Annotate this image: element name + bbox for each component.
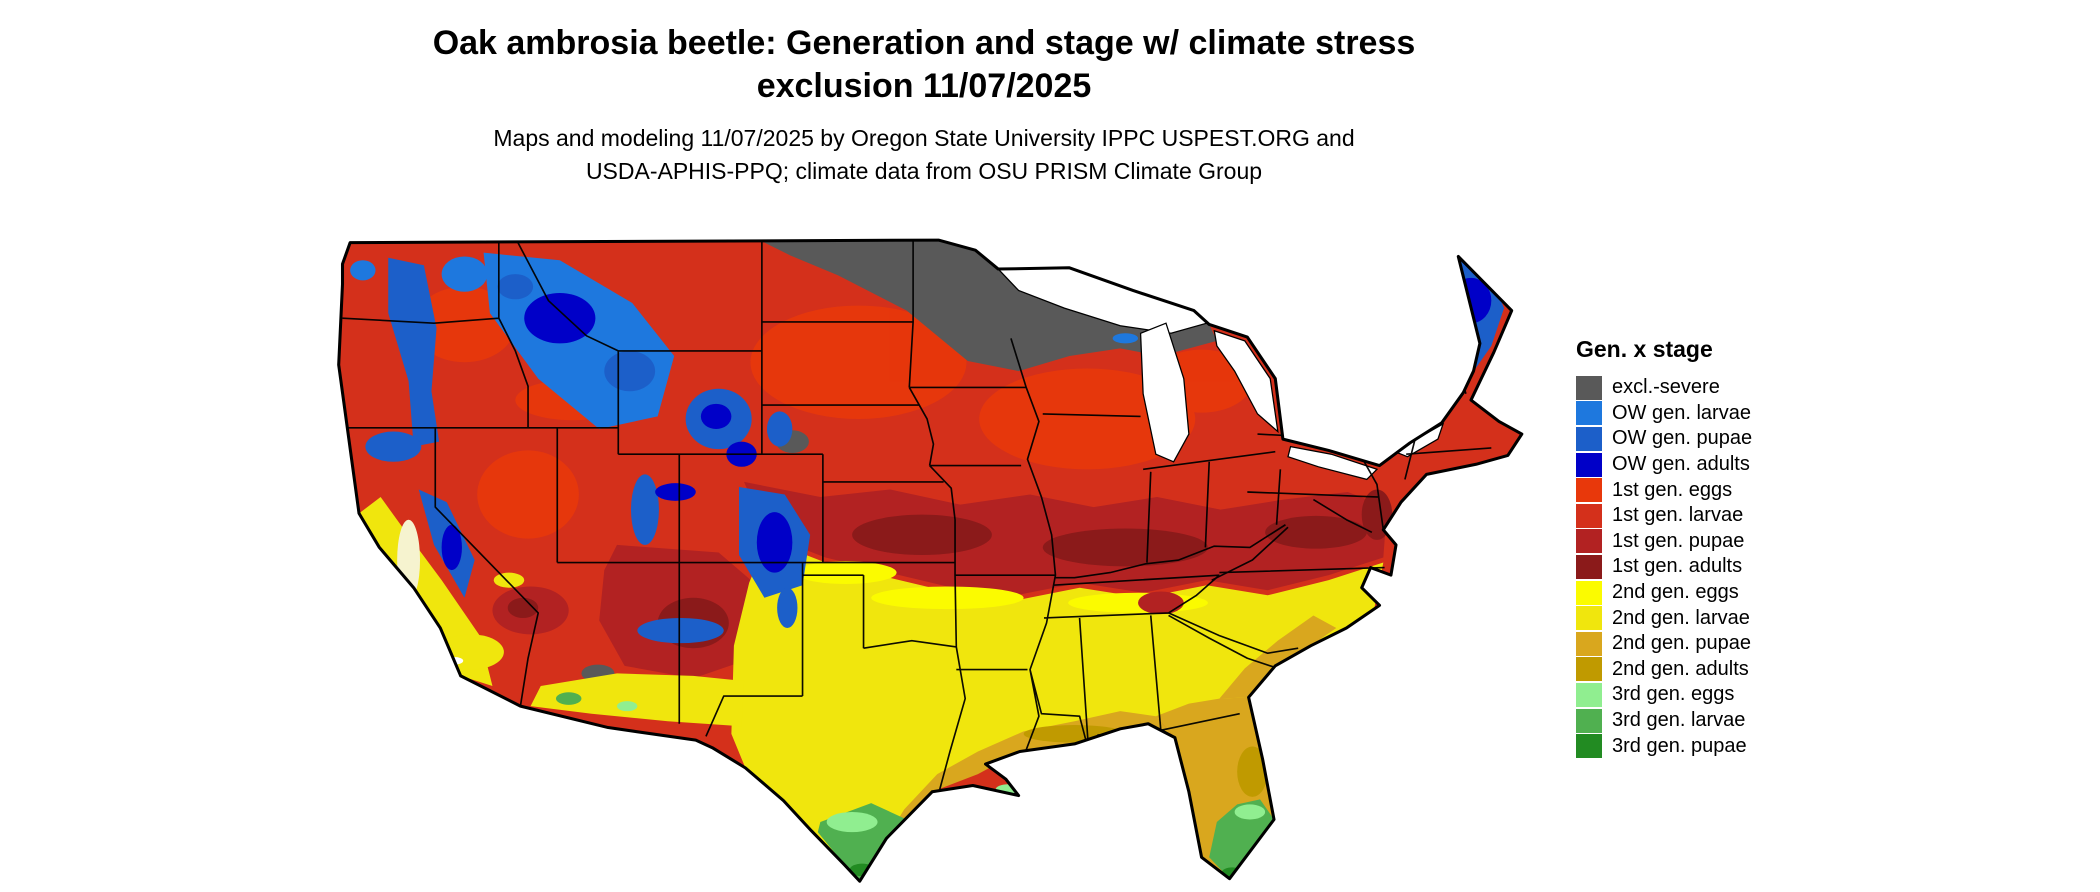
legend-swatch xyxy=(1576,734,1602,759)
legend-swatch xyxy=(1576,580,1602,605)
legend-items: excl.-severe OW gen. larvae OW gen. pupa… xyxy=(1576,375,1836,759)
map-fill-layers xyxy=(338,240,1522,882)
legend-item: 2nd gen. larvae xyxy=(1576,605,1836,631)
legend-swatch xyxy=(1576,426,1602,451)
region-3rd-gen xyxy=(556,692,1275,882)
legend-label: 2nd gen. pupae xyxy=(1612,632,1752,655)
legend-swatch xyxy=(1576,375,1602,400)
legend-label: 2nd gen. larvae xyxy=(1612,606,1750,629)
legend-swatch xyxy=(1576,478,1602,503)
legend-item: 3rd gen. pupae xyxy=(1576,733,1836,759)
legend-label: 2nd gen. adults xyxy=(1612,657,1749,680)
legend-swatch xyxy=(1576,682,1602,707)
legend-label: 3rd gen. eggs xyxy=(1612,683,1735,706)
legend-item: 2nd gen. eggs xyxy=(1576,580,1836,606)
state-borders xyxy=(342,240,1492,790)
legend-swatch xyxy=(1576,708,1602,733)
legend-item: excl.-severe xyxy=(1576,375,1836,401)
legend-swatch xyxy=(1576,631,1602,656)
legend-item: 3rd gen. eggs xyxy=(1576,682,1836,708)
subtitle-line1: Maps and modeling 11/07/2025 by Oregon S… xyxy=(493,125,1355,151)
legend-item: 1st gen. adults xyxy=(1576,554,1836,580)
lake-huron xyxy=(1213,329,1279,434)
legend-item: OW gen. adults xyxy=(1576,452,1836,478)
legend-label: 1st gen. larvae xyxy=(1612,504,1744,527)
legend-item: 3rd gen. larvae xyxy=(1576,708,1836,734)
legend-title: Gen. x stage xyxy=(1576,336,1713,362)
great-lakes xyxy=(996,267,1445,481)
legend-label: 1st gen. eggs xyxy=(1612,478,1733,501)
legend-swatch xyxy=(1576,657,1602,682)
legend-swatch xyxy=(1576,503,1602,528)
legend-label: 3rd gen. pupae xyxy=(1612,734,1747,757)
region-2nd-gen-eggs-larvae xyxy=(359,497,1384,882)
lake-erie xyxy=(1287,445,1379,481)
legend-item: OW gen. larvae xyxy=(1576,401,1836,427)
page-title: Oak ambrosia beetle: Generation and stag… xyxy=(0,22,1848,107)
legend-item: OW gen. pupae xyxy=(1576,426,1836,452)
legend-item: 2nd gen. pupae xyxy=(1576,631,1836,657)
figure-subtitle: Maps and modeling 11/07/2025 by Oregon S… xyxy=(0,122,1848,189)
legend-label: OW gen. larvae xyxy=(1612,401,1751,424)
legend-swatch xyxy=(1576,529,1602,554)
legend-label: 1st gen. pupae xyxy=(1612,529,1745,552)
legend-swatch xyxy=(1576,401,1602,426)
legend-item: 2nd gen. adults xyxy=(1576,657,1836,683)
legend-item: 1st gen. eggs xyxy=(1576,477,1836,503)
title-line2: exclusion 11/07/2025 xyxy=(756,66,1092,105)
legend-swatch xyxy=(1576,606,1602,631)
title-line1: Oak ambrosia beetle: Generation and stag… xyxy=(432,24,1416,62)
us-map-svg xyxy=(337,238,1524,883)
legend: Gen. x stage excl.-severe OW gen. larvae… xyxy=(1576,336,1836,759)
subtitle-line2: USDA-APHIS-PPQ; climate data from OSU PR… xyxy=(585,158,1263,185)
legend-label: OW gen. pupae xyxy=(1612,427,1753,450)
us-map xyxy=(312,230,1532,885)
legend-label: 3rd gen. larvae xyxy=(1612,709,1746,732)
us-outline xyxy=(337,238,1524,883)
legend-label: OW gen. adults xyxy=(1612,453,1750,476)
legend-item: 1st gen. larvae xyxy=(1576,503,1836,529)
lake-michigan xyxy=(1139,322,1190,463)
legend-label: excl.-severe xyxy=(1612,376,1720,399)
legend-label: 2nd gen. eggs xyxy=(1612,581,1739,604)
legend-label: 1st gen. adults xyxy=(1612,555,1743,578)
legend-item: 1st gen. pupae xyxy=(1576,529,1836,555)
legend-swatch xyxy=(1576,452,1602,477)
legend-swatch xyxy=(1576,554,1602,579)
